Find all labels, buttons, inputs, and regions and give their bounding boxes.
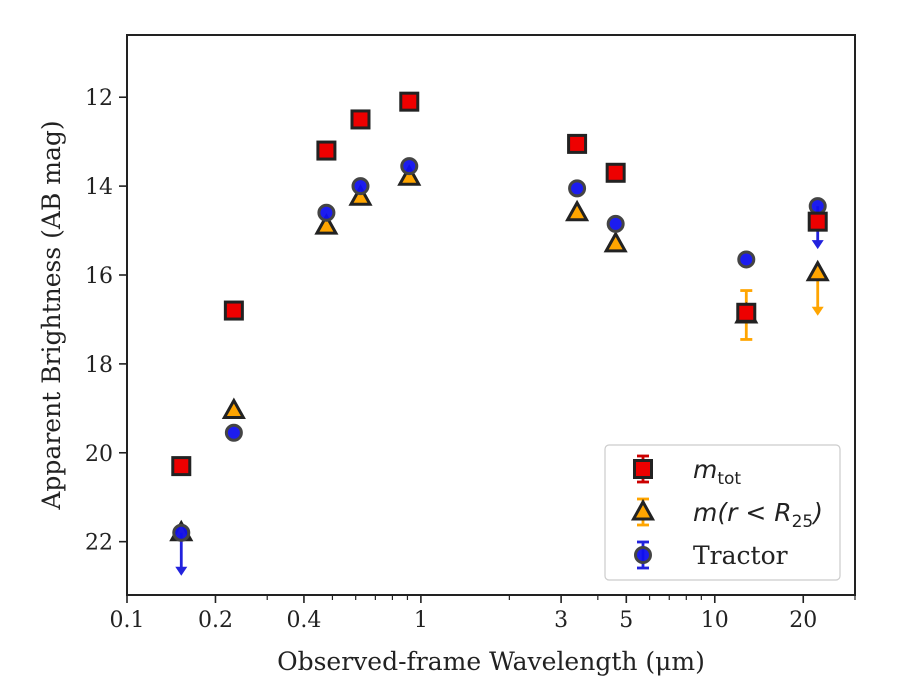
square-point [399,91,420,112]
axes-ticks: 0.1 0.2 0.4 1 3 5 10 20 12 14 16 18 20 22 [85,86,856,633]
y-tick-label: 12 [85,86,113,111]
y-tick-label: 18 [85,353,113,378]
y-tick-label: 22 [85,531,113,556]
circle-point [172,523,191,542]
circle-point [606,214,625,233]
x-tick-label: 0.4 [286,608,321,633]
x-axis-label: Observed-frame Wavelength (μm) [277,647,705,676]
x-tick-label: 1 [414,608,428,633]
circle-point [400,157,419,176]
y-axis-label: Apparent Brightness (AB mag) [37,120,66,510]
triangle-point [565,199,590,222]
upper-limit-arrow-head [811,240,824,250]
upper-limit-arrow-head [811,306,824,316]
triangle-point [314,213,339,235]
upper-limit-arrow-head [175,566,188,576]
circle-point [317,203,336,222]
square-point [316,140,337,161]
square-point [736,302,757,323]
circle-point [808,197,827,216]
circle-point [737,250,756,269]
legend-label: Tractor [693,541,788,570]
x-tick-label: 20 [789,608,817,633]
legend-square-marker [633,459,653,479]
triangle-point [603,230,628,253]
square-point [171,456,192,477]
legend: mtot m(r < R25) Tractor [604,444,841,581]
legend-label: mtot [693,455,741,489]
x-tick-label: 3 [554,608,568,633]
circle-point [224,423,243,442]
x-tick-label: 10 [701,608,729,633]
circle-point [568,179,587,198]
y-tick-label: 20 [85,442,113,467]
x-tick-label: 0.2 [198,608,233,633]
legend-label: m(r < R25) [693,498,823,532]
circle-point [351,177,370,196]
x-tick-label: 5 [619,608,633,633]
x-tick-label: 0.1 [110,608,145,633]
triangle-point [805,259,830,282]
triangle-point [221,397,246,420]
data-markers [169,91,830,576]
square-point [567,133,588,154]
square-point [223,300,244,321]
y-tick-label: 16 [85,264,113,289]
square-point [350,109,371,130]
triangle-point [348,184,373,206]
square-point [807,211,828,232]
y-tick-label: 14 [85,175,113,200]
plot-frame [126,34,856,596]
square-point [605,162,626,183]
legend-triangle-marker [630,498,656,521]
triangle-point [397,164,422,186]
legend-circle-marker [634,546,652,564]
legend-box [604,444,841,581]
